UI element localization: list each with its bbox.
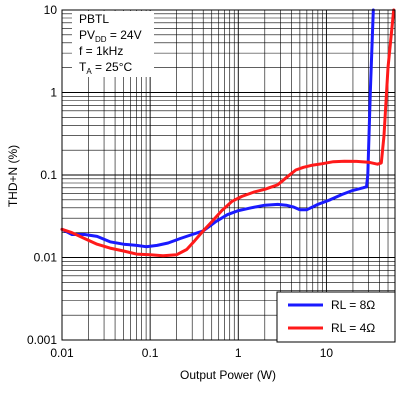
test-conditions-box: PBTL PVDD = 24V f = 1kHz TA = 25°C [72,11,154,77]
y-tick-label: 0.001 [27,333,57,347]
series-line-4ohm [60,8,396,258]
x-tick-label: 0.01 [50,346,74,360]
legend-label-4ohm: RL = 4Ω [331,321,375,335]
y-tick-label: 0.1 [40,168,57,182]
condition-frequency: f = 1kHz [79,44,123,58]
x-tick-label: 10 [320,346,334,360]
series-lines [60,8,396,258]
y-tick-labels: 0.001 0.01 0.1 1 10 [27,3,57,347]
x-tick-label: 1 [235,346,242,360]
condition-supply: PVDD = 24V [79,28,142,44]
y-tick-label: 0.01 [34,251,58,265]
y-tick-label: 10 [44,3,58,17]
y-axis-title: THD+N (%) [6,145,20,207]
legend: RL = 8Ω RL = 4Ω [276,291,396,343]
y-tick-label: 1 [50,86,57,100]
conditions-background [72,11,154,77]
plot-frame [61,9,396,341]
condition-mode: PBTL [79,12,109,26]
x-axis-title: Output Power (W) [180,368,276,382]
x-tick-label: 0.1 [142,346,159,360]
condition-temperature: TA = 25°C [79,60,133,76]
legend-box [276,291,396,343]
legend-label-8ohm: RL = 8Ω [331,298,375,312]
series-line-8ohm [60,8,375,249]
x-tick-labels: 0.01 0.1 1 10 [50,346,333,360]
